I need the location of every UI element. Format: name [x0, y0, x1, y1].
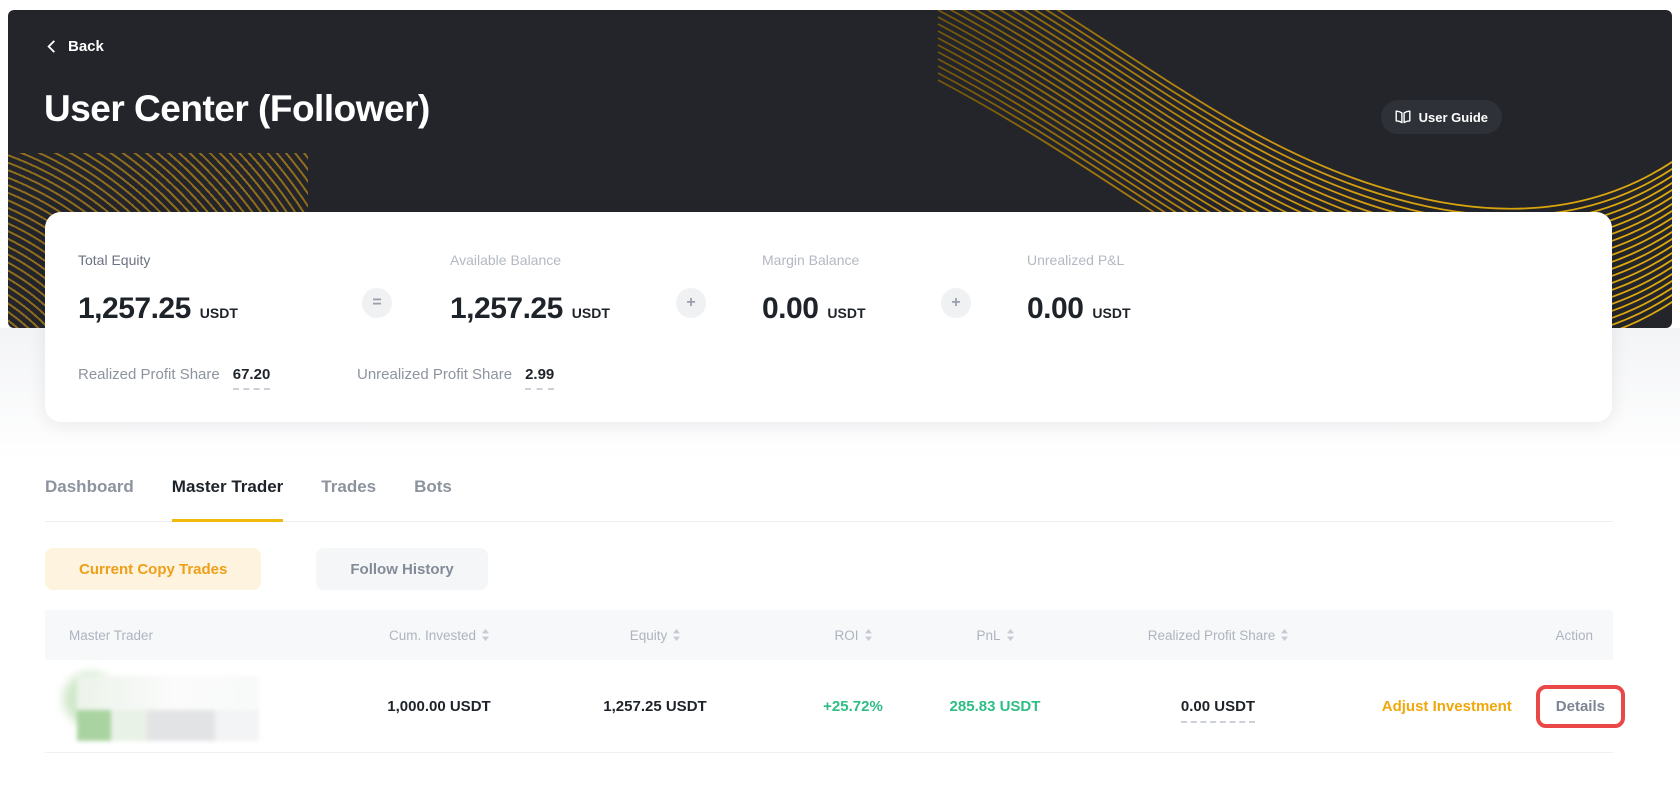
- subtab-current-copy-trades[interactable]: Current Copy Trades: [45, 548, 262, 590]
- stat-label: Available Balance: [450, 252, 562, 268]
- sort-icon: [864, 629, 872, 641]
- realized-profit-share-value[interactable]: 0.00 USDT: [1180, 698, 1256, 723]
- profit-share-label: Unrealized Profit Share: [357, 366, 513, 383]
- tab-trades[interactable]: Trades: [321, 477, 377, 496]
- stat-label: Unrealized P&L: [1027, 252, 1125, 268]
- copy-trades-table: Master Trader Cum. Invested Equity ROI P…: [45, 610, 1625, 753]
- cell-action: Adjust Investment Details: [1375, 685, 1625, 728]
- sort-icon: [673, 629, 681, 641]
- redacted-block: [215, 710, 259, 741]
- cell-roi: +25.72%: [823, 698, 883, 715]
- back-label: Back: [68, 38, 104, 55]
- table-header-row: Master Trader Cum. Invested Equity ROI P…: [45, 610, 1613, 660]
- redacted-block: [77, 710, 111, 741]
- redacted-block: [77, 676, 259, 710]
- sort-icon: [1006, 629, 1014, 641]
- stat-unrealized-pnl: Unrealized P&L 0.00 USDT: [1027, 252, 1131, 326]
- stat-unit: USDT: [827, 305, 866, 321]
- column-label: Equity: [629, 627, 668, 643]
- redacted-trader-identity[interactable]: [45, 660, 345, 753]
- adjust-investment-link[interactable]: Adjust Investment: [1381, 698, 1512, 715]
- redacted-block: [111, 710, 147, 741]
- unrealized-profit-share: Unrealized Profit Share 2.99: [357, 366, 555, 390]
- column-header-master-trader: Master Trader: [69, 627, 154, 643]
- cell-pnl: 285.83 USDT: [949, 698, 1041, 715]
- tab-bots[interactable]: Bots: [414, 477, 452, 496]
- stat-label: Total Equity: [78, 252, 151, 268]
- column-header-cum-invested[interactable]: Cum. Invested: [345, 628, 533, 643]
- stat-total-equity: Total Equity 1,257.25 USDT: [78, 252, 238, 326]
- tabs-divider: [45, 521, 1613, 522]
- column-header-action: Action: [1555, 627, 1593, 643]
- stat-unit: USDT: [1092, 305, 1131, 321]
- column-header-pnl[interactable]: PnL: [929, 628, 1061, 643]
- subtab-follow-history[interactable]: Follow History: [316, 548, 488, 590]
- stat-margin-balance: Margin Balance 0.00 USDT: [762, 252, 866, 326]
- back-button[interactable]: Back: [45, 38, 104, 55]
- column-label: PnL: [976, 627, 1001, 643]
- redacted-block: [147, 710, 215, 741]
- column-header-roi[interactable]: ROI: [777, 628, 929, 643]
- tab-dashboard[interactable]: Dashboard: [45, 477, 134, 496]
- column-header-realized-profit-share[interactable]: Realized Profit Share: [1061, 628, 1375, 643]
- page-title: User Center (Follower): [44, 88, 430, 129]
- balance-summary-card: Total Equity 1,257.25 USDT = Available B…: [45, 212, 1612, 422]
- sort-icon: [482, 629, 490, 641]
- table-row: 1,000.00 USDT 1,257.25 USDT +25.72% 285.…: [45, 660, 1625, 753]
- main-tabs: Dashboard Master Trader Trades Bots: [45, 477, 452, 522]
- details-highlight-annotation: Details: [1535, 685, 1625, 728]
- sub-tabs: Current Copy Trades Follow History: [45, 548, 488, 590]
- plus-icon: +: [676, 288, 706, 318]
- stat-unit: USDT: [199, 305, 238, 321]
- chevron-left-icon: [47, 40, 55, 53]
- user-guide-button[interactable]: User Guide: [1380, 100, 1502, 134]
- stat-available-balance: Available Balance 1,257.25 USDT: [450, 252, 610, 326]
- cell-realized-profit-share: 0.00 USDT: [1061, 698, 1375, 723]
- book-icon: [1395, 110, 1411, 124]
- cell-cum-invested: 1,000.00 USDT: [387, 698, 491, 715]
- sort-icon: [1281, 629, 1289, 641]
- column-label: Cum. Invested: [388, 627, 477, 643]
- stat-value: 1,257.25: [450, 292, 563, 325]
- column-label: Realized Profit Share: [1147, 627, 1276, 643]
- plus-icon: +: [941, 288, 971, 318]
- stat-value: 0.00: [762, 292, 819, 325]
- stat-label: Margin Balance: [762, 252, 860, 268]
- profit-share-value[interactable]: 67.20: [232, 366, 271, 390]
- stat-value: 1,257.25: [78, 292, 191, 325]
- equals-icon: =: [362, 288, 392, 318]
- details-button[interactable]: Details: [1555, 698, 1605, 715]
- stat-unit: USDT: [571, 305, 610, 321]
- profit-share-label: Realized Profit Share: [78, 366, 220, 383]
- tab-master-trader[interactable]: Master Trader: [171, 477, 284, 522]
- cell-equity: 1,257.25 USDT: [603, 698, 707, 715]
- stat-value: 0.00: [1027, 292, 1084, 325]
- realized-profit-share: Realized Profit Share 67.20: [78, 366, 271, 390]
- column-header-equity[interactable]: Equity: [533, 628, 777, 643]
- user-guide-label: User Guide: [1418, 109, 1488, 125]
- profit-share-value[interactable]: 2.99: [525, 366, 555, 390]
- column-label: ROI: [834, 627, 859, 643]
